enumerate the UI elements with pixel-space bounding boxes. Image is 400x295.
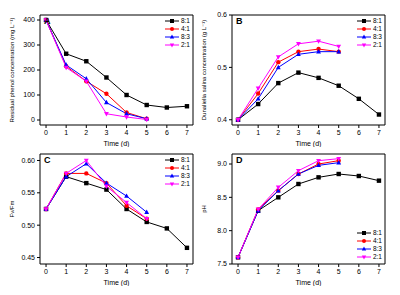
svg-text:0.60: 0.60 — [21, 157, 35, 164]
svg-text:Time (d): Time (d) — [104, 279, 130, 286]
svg-text:0: 0 — [44, 268, 48, 275]
html-text:A: A — [44, 16, 51, 26]
html-text:4:1: 4:1 — [373, 25, 382, 32]
svg-text:8.5: 8.5 — [217, 194, 227, 201]
html-text:8:3: 8:3 — [181, 33, 190, 40]
svg-text:Fv/Fm: Fv/Fm — [9, 201, 15, 218]
svg-text:4: 4 — [125, 129, 129, 136]
svg-text:1: 1 — [64, 268, 68, 275]
svg-text:6: 6 — [357, 268, 361, 275]
html-text:2:1: 2:1 — [373, 41, 382, 48]
html-text:8:3: 8:3 — [181, 172, 190, 179]
svg-text:7: 7 — [377, 268, 381, 275]
svg-text:0.55: 0.55 — [21, 189, 35, 196]
svg-text:0: 0 — [31, 116, 35, 123]
svg-text:Residual phenol concentration: Residual phenol concentration (mg L⁻¹) — [9, 18, 15, 123]
svg-text:5: 5 — [145, 268, 149, 275]
svg-text:4: 4 — [317, 268, 321, 275]
svg-text:6: 6 — [357, 129, 361, 136]
svg-text:2: 2 — [84, 268, 88, 275]
svg-text:5: 5 — [337, 268, 341, 275]
svg-text:7: 7 — [185, 268, 189, 275]
svg-text:4: 4 — [317, 129, 321, 136]
svg-text:0.50: 0.50 — [21, 222, 35, 229]
svg-text:400: 400 — [23, 16, 35, 23]
svg-text:3: 3 — [296, 268, 300, 275]
svg-text:2: 2 — [84, 129, 88, 136]
svg-text:0.6: 0.6 — [217, 11, 227, 18]
svg-text:1: 1 — [64, 129, 68, 136]
svg-text:1: 1 — [256, 129, 260, 136]
html-text:4:1: 4:1 — [373, 237, 382, 244]
svg-text:300: 300 — [23, 41, 35, 48]
html-text:8:3: 8:3 — [373, 245, 382, 252]
html-text:4:1: 4:1 — [181, 164, 190, 171]
svg-text:7: 7 — [377, 129, 381, 136]
svg-text:7.5: 7.5 — [217, 260, 227, 267]
svg-text:3: 3 — [104, 129, 108, 136]
svg-text:200: 200 — [23, 66, 35, 73]
svg-text:0.5: 0.5 — [217, 64, 227, 71]
html-text:2:1: 2:1 — [181, 41, 190, 48]
html-text:4:1: 4:1 — [181, 25, 190, 32]
svg-text:2: 2 — [276, 129, 280, 136]
html-text:8:1: 8:1 — [181, 17, 190, 24]
svg-text:Time (d): Time (d) — [296, 140, 322, 147]
svg-text:1: 1 — [256, 268, 260, 275]
svg-text:0: 0 — [236, 129, 240, 136]
svg-text:0.4: 0.4 — [217, 116, 227, 123]
svg-text:8.0: 8.0 — [217, 227, 227, 234]
svg-text:Time (d): Time (d) — [104, 140, 130, 147]
svg-text:6: 6 — [165, 268, 169, 275]
html-text:B: B — [236, 16, 243, 26]
svg-text:5: 5 — [145, 129, 149, 136]
svg-text:5: 5 — [337, 129, 341, 136]
svg-text:pH: pH — [201, 205, 207, 213]
html-text:8:1: 8:1 — [181, 156, 190, 163]
svg-text:4: 4 — [125, 268, 129, 275]
html-text:2:1: 2:1 — [373, 253, 382, 260]
html-text:2:1: 2:1 — [181, 180, 190, 187]
svg-text:6: 6 — [165, 129, 169, 136]
svg-text:Time (d): Time (d) — [296, 279, 322, 286]
svg-text:7: 7 — [185, 129, 189, 136]
svg-text:3: 3 — [296, 129, 300, 136]
html-text:D: D — [236, 155, 243, 165]
html-text:8:1: 8:1 — [373, 17, 382, 24]
svg-text:0.45: 0.45 — [21, 254, 35, 261]
svg-text:0: 0 — [236, 268, 240, 275]
html-text:8:1: 8:1 — [373, 229, 382, 236]
svg-text:100: 100 — [23, 91, 35, 98]
svg-text:0: 0 — [44, 129, 48, 136]
svg-text:3: 3 — [104, 268, 108, 275]
svg-text:2: 2 — [276, 268, 280, 275]
svg-text:Dunaliella salina concentratio: Dunaliella salina concentration (g L⁻¹) — [201, 20, 207, 121]
svg-text:9.0: 9.0 — [217, 160, 227, 167]
html-text:C: C — [44, 155, 51, 165]
html-text:8:3: 8:3 — [373, 33, 382, 40]
